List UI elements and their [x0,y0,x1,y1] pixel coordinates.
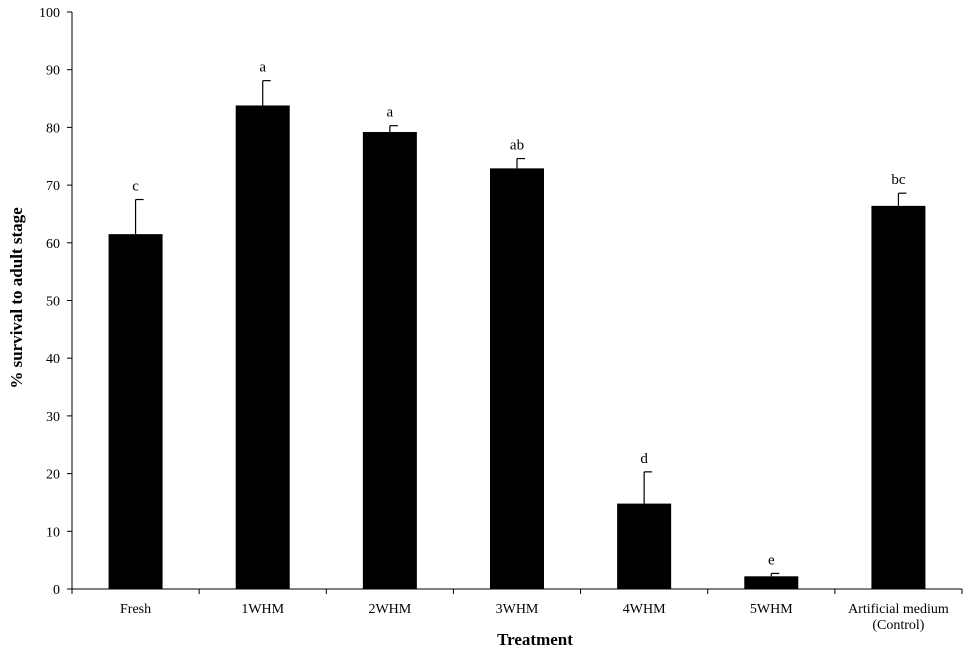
x-tick-label-line: 1WHM [241,602,284,617]
x-tick-label-line: (Control) [872,618,924,633]
x-tick-label: Artificial medium (Control) [848,602,949,633]
bar [235,105,290,589]
x-tick-label: 1WHM [241,602,284,617]
significance-letters: c a a ab d e bc [132,60,906,569]
y-tick-label: 70 [46,179,60,194]
y-axis-title: % survival to adult stage [7,207,26,389]
y-tick-label: 50 [46,295,60,310]
error-bars [134,80,907,577]
x-tick-label-line: 2WHM [368,602,411,617]
x-tick-label: 4WHM [623,602,666,617]
bars [108,105,926,590]
significance-letter: c [132,179,139,195]
y-tick-label: 60 [46,237,60,252]
significance-letter: bc [891,172,906,188]
x-tick-label-line: 4WHM [623,602,666,617]
x-tick-label-line: Fresh [120,602,151,617]
bar [362,132,417,590]
bar [744,576,799,589]
bar [871,205,926,589]
x-tick-label-line: Artificial medium [848,602,949,617]
x-tick-label-line: 5WHM [750,602,793,617]
y-axis: 0 10 20 30 40 50 60 70 80 90 100 [39,6,73,598]
x-tick-label: 2WHM [368,602,411,617]
significance-letter: e [768,552,775,568]
bar [490,168,544,589]
significance-letter: d [640,451,648,467]
y-tick-label: 90 [46,64,60,79]
significance-letter: a [259,60,266,76]
y-tick-label: 100 [39,6,60,21]
significance-letter: ab [510,138,524,154]
y-tick-label: 20 [46,468,60,483]
x-tick-label: Fresh [120,602,151,617]
y-tick-label: 30 [46,410,60,425]
y-tick-label: 40 [46,352,60,367]
bar [108,234,163,589]
y-tick-label: 0 [53,583,60,598]
x-tick-label: 3WHM [496,602,539,617]
significance-letter: a [387,105,394,121]
y-tick-label: 10 [46,525,60,540]
x-axis: Fresh 1WHM 2WHM 3WHM 4WHM 5WHM Artificial medi… [71,588,963,633]
x-axis-title: Treatment [497,630,573,649]
x-tick-label: 5WHM [750,602,793,617]
y-tick-label: 80 [46,121,60,136]
x-tick-label-line: 3WHM [496,602,539,617]
bar [617,503,672,589]
